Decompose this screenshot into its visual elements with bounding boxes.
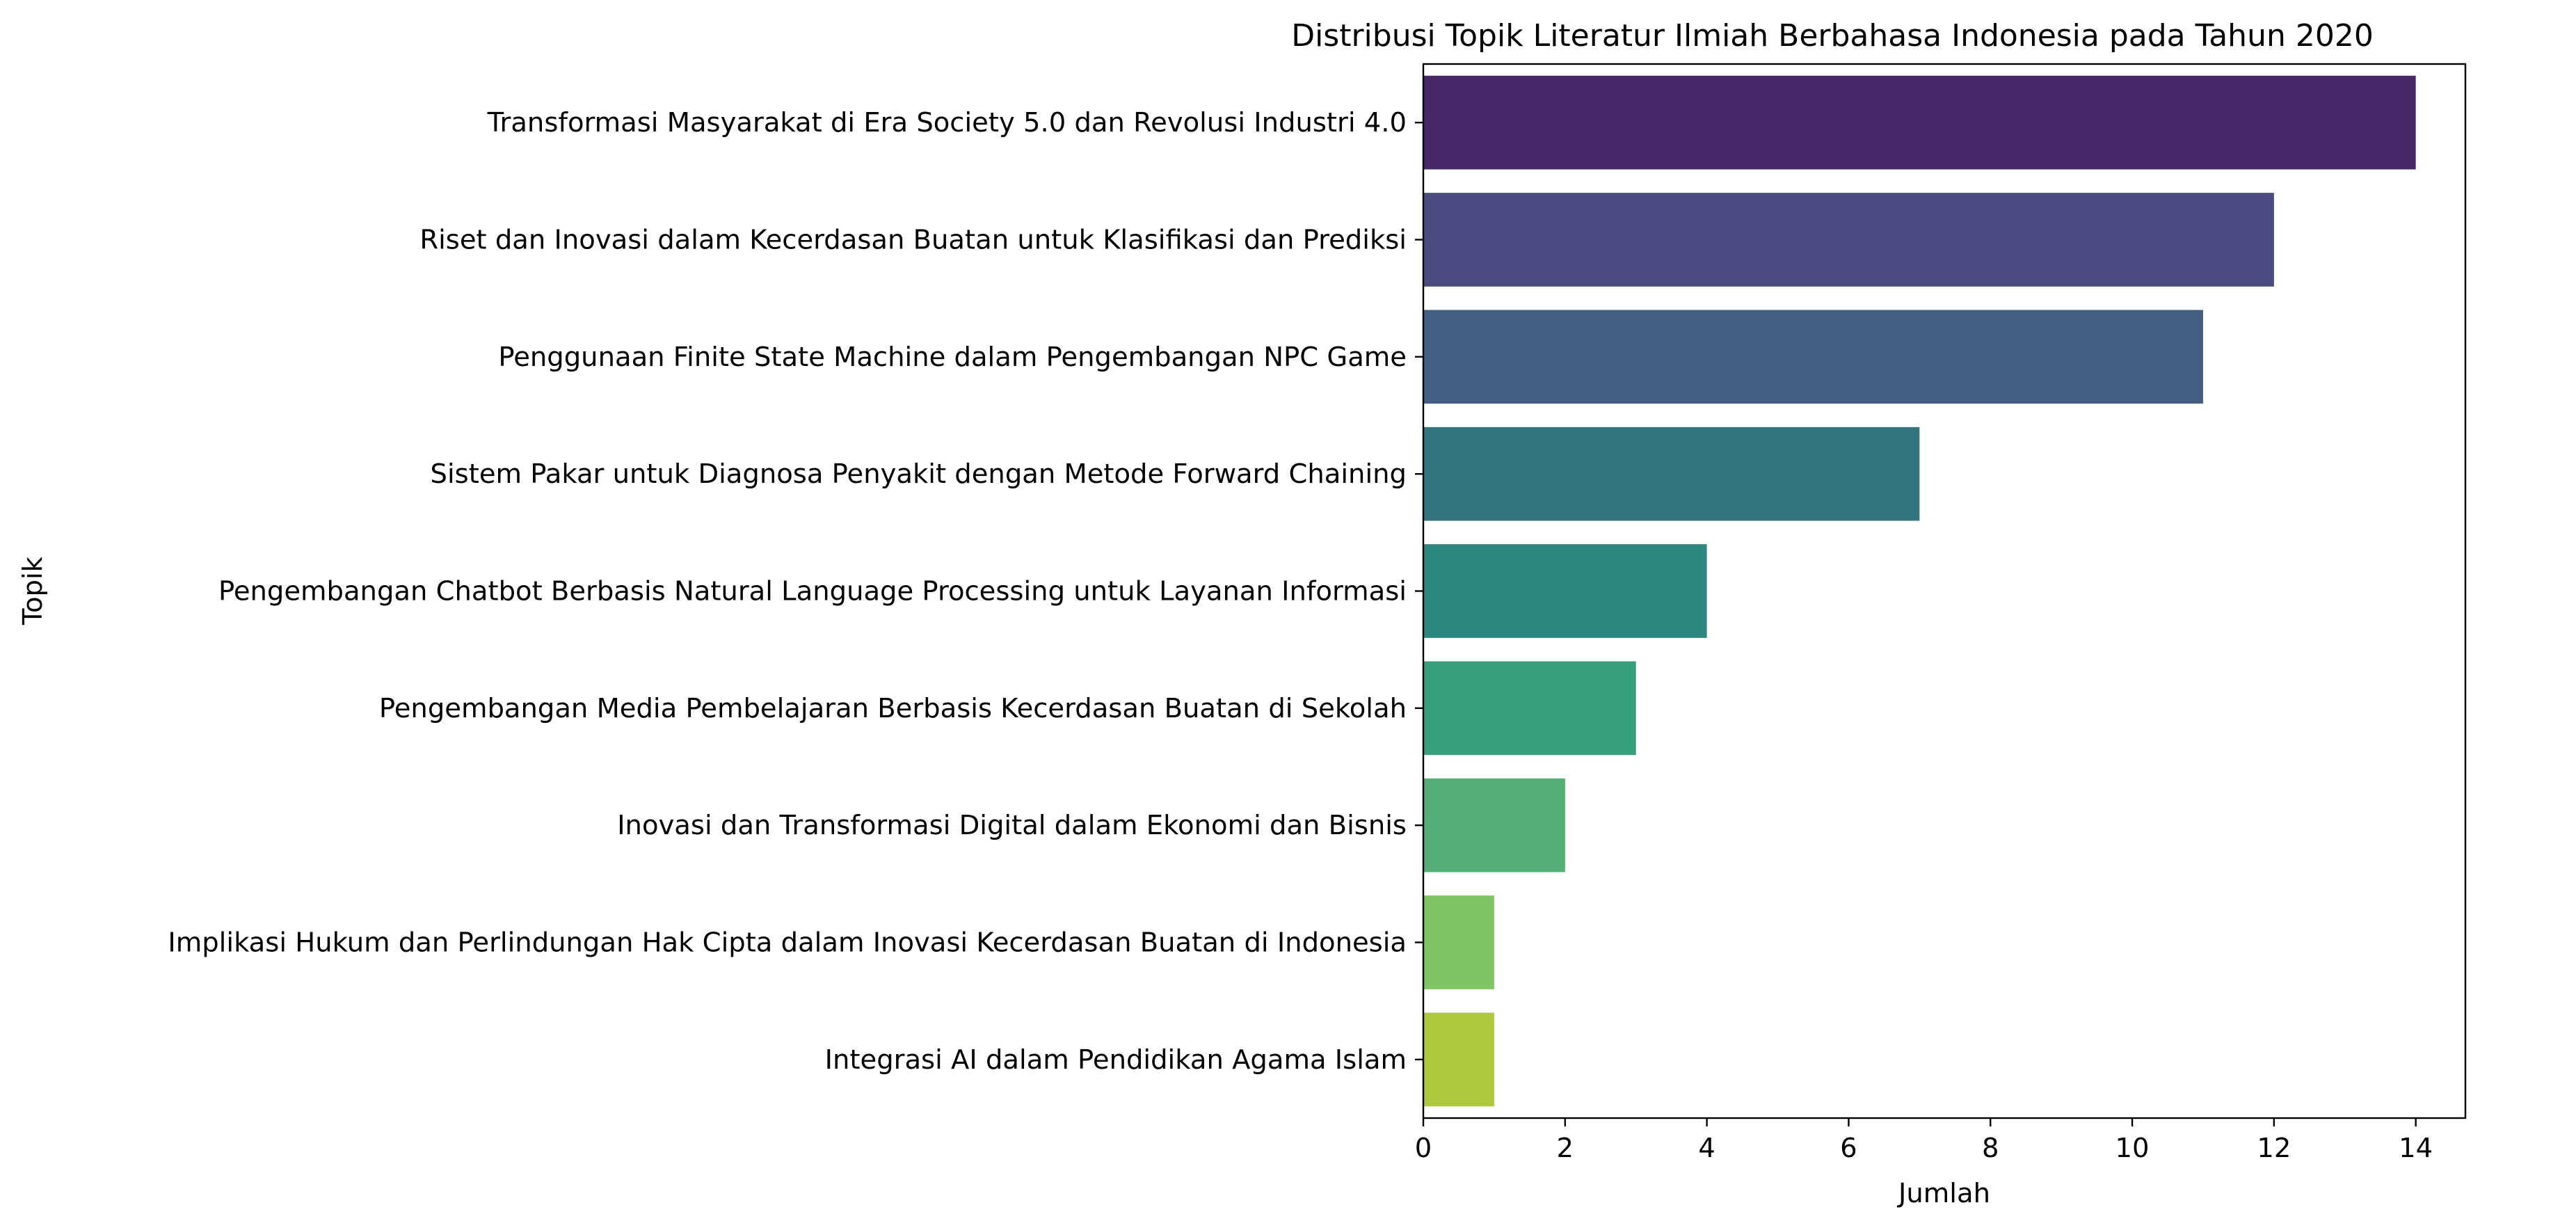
x-axis-label: Jumlah [1897, 1178, 1990, 1209]
x-tick-label-7: 12 [2257, 1133, 2291, 1164]
category-label-5: Pengembangan Chatbot Berbasis Natural La… [218, 576, 1407, 607]
x-tick-label-8: 14 [2399, 1133, 2433, 1164]
bar-6 [1423, 661, 1636, 756]
x-tick-label-1: 0 [1415, 1133, 1432, 1164]
bar-2 [1423, 193, 2274, 287]
category-label-3: Penggunaan Finite State Machine dalam Pe… [498, 342, 1407, 373]
x-tick-label-5: 8 [1982, 1133, 1999, 1164]
category-label-1: Transformasi Masyarakat di Era Society 5… [487, 107, 1407, 138]
bar-9 [1423, 1012, 1494, 1107]
x-tick-label-3: 4 [1698, 1133, 1715, 1164]
bar-3 [1423, 310, 2203, 404]
category-label-8: Implikasi Hukum dan Perlindungan Hak Cip… [168, 927, 1407, 959]
bar-8 [1423, 895, 1494, 989]
chart-title: Distribusi Topik Literatur Ilmiah Berbah… [1291, 18, 2374, 54]
category-label-2: Riset dan Inovasi dalam Kecerdasan Buata… [419, 225, 1407, 256]
y-axis-label: Topik [17, 556, 49, 625]
category-label-9: Integrasi AI dalam Pendidikan Agama Isla… [825, 1044, 1407, 1076]
x-axis-ticks: 0 2 4 6 8 10 12 14 [1415, 1118, 2433, 1164]
category-label-7: Inovasi dan Transformasi Digital dalam E… [617, 810, 1407, 841]
bars-group [1423, 75, 2416, 1107]
plot-frame [1422, 63, 2467, 1119]
category-label-6: Pengembangan Media Pembelajaran Berbasis… [379, 693, 1407, 724]
bar-4 [1423, 426, 1920, 521]
x-tick-label-4: 6 [1840, 1133, 1857, 1164]
x-tick-label-2: 2 [1557, 1133, 1574, 1164]
category-label-4: Sistem Pakar untuk Diagnosa Penyakit den… [431, 458, 1407, 490]
bar-5 [1423, 544, 1707, 638]
x-tick-label-6: 10 [2115, 1133, 2150, 1164]
bar-7 [1423, 778, 1565, 872]
category-labels: Transformasi Masyarakat di Era Society 5… [168, 107, 1423, 1076]
bar-1 [1423, 75, 2416, 170]
